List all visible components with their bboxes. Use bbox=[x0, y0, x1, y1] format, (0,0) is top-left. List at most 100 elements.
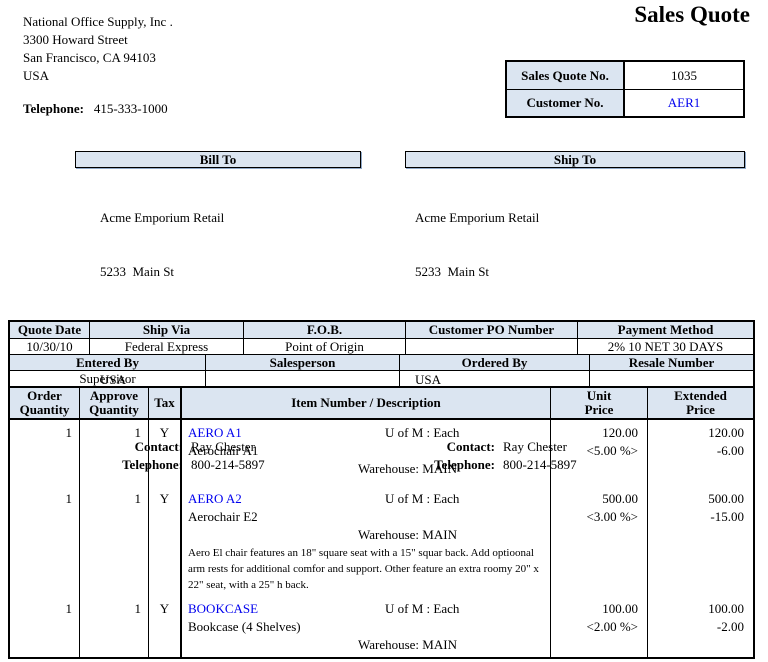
resale-number-label: Resale Number bbox=[628, 355, 715, 370]
order-qty-header: Order Quantity bbox=[10, 388, 80, 418]
bill-to-country: USA bbox=[100, 372, 127, 387]
salesperson-label: Salesperson bbox=[206, 355, 400, 370]
tax-header: Tax bbox=[149, 388, 182, 418]
bill-to-contact: Ray Chester bbox=[191, 439, 255, 454]
item1-approve-qty: 1 bbox=[80, 420, 149, 486]
item3-unit-price: 100.00 bbox=[602, 601, 638, 616]
line-items-table: Order Quantity Approve Quantity Tax Item N… bbox=[8, 388, 755, 659]
company-city: San Francisco, CA 94103 bbox=[23, 50, 156, 65]
item2-number-link[interactable]: AERO A2 bbox=[188, 491, 242, 506]
resale-number-value bbox=[590, 371, 753, 386]
ship-to-phone: 800-214-5897 bbox=[503, 457, 577, 472]
item3-number-link[interactable]: BOOKCASE bbox=[188, 601, 259, 616]
ship-to-contact-label: Contact: bbox=[446, 439, 495, 454]
item1-name: Aerochair A1 bbox=[188, 443, 259, 458]
company-phone-label: Telephone: bbox=[23, 101, 84, 116]
unit-price-header: Unit Price bbox=[551, 388, 648, 418]
approve-qty-header: Approve Quantity bbox=[80, 388, 149, 418]
payment-method-label: Payment Method bbox=[617, 322, 714, 337]
item2-uom: U of M : Each bbox=[385, 491, 460, 506]
item2-order-qty: 1 bbox=[10, 486, 80, 596]
ordered-by-value bbox=[400, 371, 590, 386]
item2-tax: Y bbox=[149, 486, 182, 596]
item-description-header: Item Number / Description bbox=[182, 388, 551, 418]
fob-value: Point of Origin bbox=[244, 339, 406, 354]
item2-name: Aerochair E2 bbox=[188, 509, 258, 524]
salesperson-value bbox=[206, 371, 400, 386]
item1-order-qty: 1 bbox=[10, 420, 80, 486]
item1-extended-price: 120.00 bbox=[708, 425, 744, 440]
item2-long-description: Aero El chair features an 18" square sea… bbox=[188, 547, 539, 591]
order-header-labels-row1: Quote Date Ship Via F.O.B. Customer PO N… bbox=[10, 322, 753, 338]
company-street: 3300 Howard Street bbox=[23, 32, 128, 47]
item3-order-qty: 1 bbox=[10, 596, 80, 657]
order-header-values-row2: Supervisor bbox=[10, 370, 753, 386]
customer-po-label: Customer PO Number bbox=[406, 322, 578, 338]
ship-via-label: Ship Via bbox=[90, 322, 244, 338]
customer-no-row: Customer No. AER1 bbox=[507, 89, 743, 116]
item1-tax: Y bbox=[149, 420, 182, 486]
ship-to-phone-label: Telephone: bbox=[434, 457, 495, 472]
item1-unit-price-cell: 120.00 <5.00 %> bbox=[551, 420, 648, 486]
item1-extended-price-cell: 120.00 -6.00 bbox=[648, 420, 753, 486]
item1-uom: U of M : Each bbox=[385, 425, 460, 440]
item3-extended-discount: -2.00 bbox=[716, 619, 744, 634]
table-row: 1 1 Y BOOKCASE U of M : Each Bookcase (4… bbox=[10, 596, 753, 657]
ship-to-street: 5233 Main St bbox=[415, 264, 490, 279]
bill-to-phone-label: Telephone: bbox=[122, 457, 183, 472]
item3-approve-qty: 1 bbox=[80, 596, 149, 657]
bill-to-contact-label: Contact: bbox=[134, 439, 183, 454]
quote-date-label: Quote Date bbox=[10, 322, 90, 338]
ship-to-name: Acme Emporium Retail bbox=[415, 210, 540, 225]
item3-uom: U of M : Each bbox=[385, 601, 460, 616]
company-name: National Office Supply, Inc . bbox=[23, 14, 173, 29]
quote-info-table: Sales Quote No. 1035 Customer No. AER1 bbox=[505, 60, 745, 118]
company-phone-row: Telephone: 415-333-1000 bbox=[23, 100, 173, 118]
bill-to-street: 5233 Main St bbox=[100, 264, 175, 279]
item1-unit-price: 120.00 bbox=[602, 425, 638, 440]
bill-to-contact-block: Contact: Ray Chester Telephone: 800-214-… bbox=[75, 438, 361, 474]
customer-no-link[interactable]: AER1 bbox=[667, 95, 701, 110]
fob-label: F.O.B. bbox=[244, 322, 406, 338]
item2-unit-price-cell: 500.00 <3.00 %> bbox=[551, 486, 648, 596]
item2-extended-discount: -15.00 bbox=[710, 509, 744, 524]
item1-discount: <5.00 %> bbox=[586, 443, 639, 458]
extended-price-header: Extended Price bbox=[674, 388, 727, 417]
quote-no-label: Sales Quote No. bbox=[507, 62, 625, 89]
bill-to-phone: 800-214-5897 bbox=[191, 457, 265, 472]
item2-warehouse: Warehouse: MAIN bbox=[358, 527, 457, 542]
item2-extended-price-cell: 500.00 -15.00 bbox=[648, 486, 753, 596]
item3-tax: Y bbox=[149, 596, 182, 657]
item1-description-cell: AERO A1 U of M : Each Aerochair A1 Wareh… bbox=[182, 420, 551, 486]
page-title: Sales Quote bbox=[634, 2, 750, 27]
table-row: 1 1 Y AERO A1 U of M : Each Aerochair A1… bbox=[10, 420, 753, 486]
item2-discount: <3.00 %> bbox=[586, 509, 639, 524]
ship-via-value: Federal Express bbox=[90, 339, 244, 354]
quote-no-value: 1035 bbox=[671, 67, 697, 83]
customer-po-value bbox=[406, 339, 578, 354]
ordered-by-label: Ordered By bbox=[400, 355, 590, 370]
company-country: USA bbox=[23, 68, 50, 83]
item3-unit-price-cell: 100.00 <2.00 %> bbox=[551, 596, 648, 657]
item3-name: Bookcase (4 Shelves) bbox=[188, 619, 301, 634]
item1-number-link[interactable]: AERO A1 bbox=[188, 425, 242, 440]
item2-description-cell: AERO A2 U of M : Each Aerochair E2 Wareh… bbox=[182, 486, 551, 596]
quote-date-value: 10/30/10 bbox=[10, 339, 90, 354]
order-header-labels-row2: Entered By Salesperson Ordered By Resale… bbox=[10, 354, 753, 370]
payment-method-value: 2% 10 NET 30 DAYS bbox=[607, 339, 724, 354]
line-items-header: Order Quantity Approve Quantity Tax Item N… bbox=[10, 388, 753, 420]
item3-discount: <2.00 %> bbox=[586, 619, 639, 634]
customer-no-label: Customer No. bbox=[507, 90, 625, 116]
ship-to-contact-block: Contact: Ray Chester Telephone: 800-214-… bbox=[405, 438, 745, 474]
item2-unit-price: 500.00 bbox=[602, 491, 638, 506]
item1-warehouse: Warehouse: MAIN bbox=[358, 461, 457, 476]
company-block: National Office Supply, Inc . 3300 Howar… bbox=[23, 13, 173, 118]
order-header-table: Quote Date Ship Via F.O.B. Customer PO N… bbox=[8, 320, 755, 388]
item2-approve-qty: 1 bbox=[80, 486, 149, 596]
item3-extended-price: 100.00 bbox=[708, 601, 744, 616]
table-row: 1 1 Y AERO A2 U of M : Each Aerochair E2… bbox=[10, 486, 753, 596]
item2-extended-price: 500.00 bbox=[708, 491, 744, 506]
item3-extended-price-cell: 100.00 -2.00 bbox=[648, 596, 753, 657]
bill-to-name: Acme Emporium Retail bbox=[100, 210, 225, 225]
